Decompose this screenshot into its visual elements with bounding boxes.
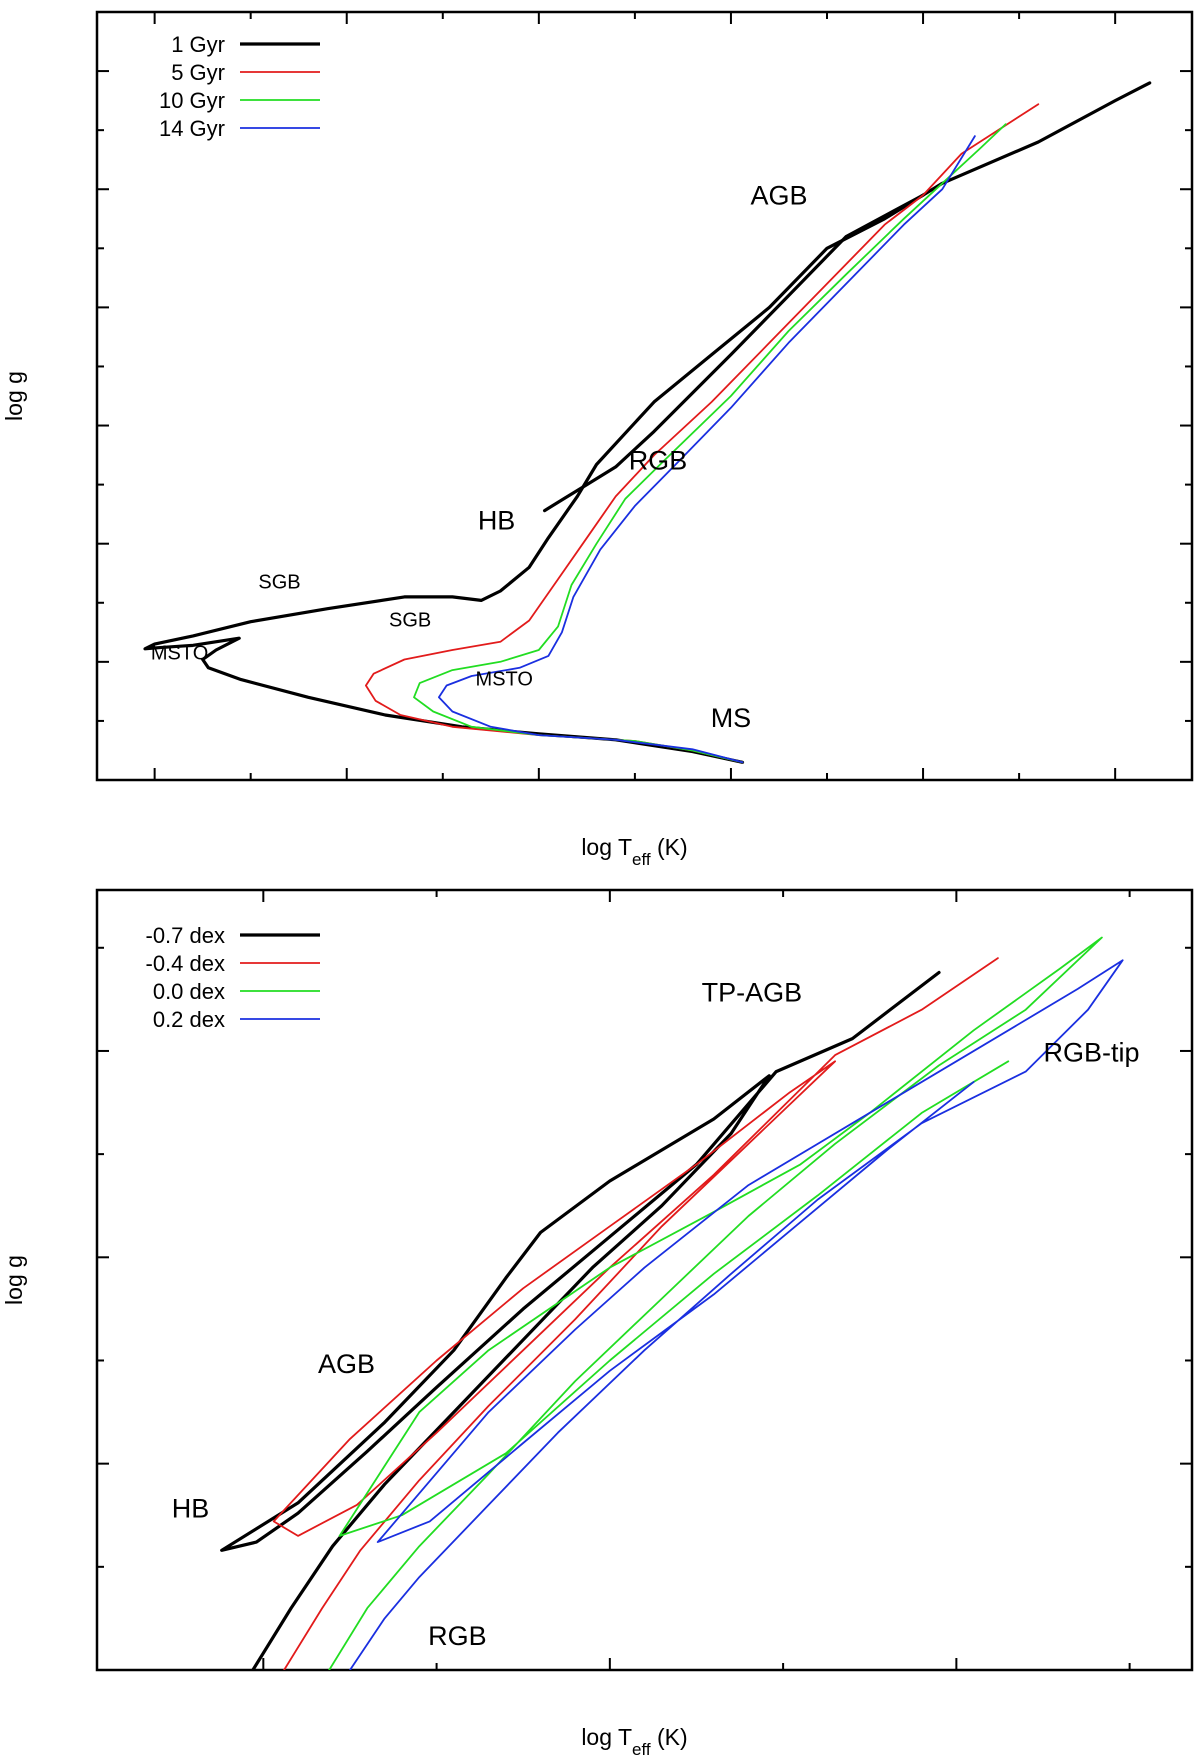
legend-label: 5 Gyr [171, 60, 225, 85]
legend-label: 1 Gyr [171, 32, 225, 57]
chart-top-isochrones: log Teff (K) log g 1 Gyr 5 Gyr 10 Gyr 14 Gyr A… [1, 10, 1194, 869]
legend-label: 0.0 dex [153, 979, 225, 1004]
annotation-label: SGB [389, 609, 431, 631]
annotation-label: HB [172, 1493, 210, 1523]
annotation-label: HB [478, 506, 516, 536]
series-line-1 [272, 957, 999, 1670]
series-line-1 [543, 193, 925, 513]
x-axis-label-unit: (K) [651, 834, 688, 860]
x-axis-label-unit: (K) [651, 1724, 688, 1750]
annotation-label: AGB [750, 181, 807, 211]
annotation-label: RGB [629, 445, 688, 475]
y-axis-label: log g [1, 371, 27, 421]
x-axis-label-main: log T [581, 834, 632, 860]
series-line-0 [143, 81, 1152, 764]
legend-label: -0.4 dex [146, 951, 226, 976]
legend-label: 10 Gyr [159, 88, 225, 113]
legend-label: -0.7 dex [146, 923, 226, 948]
legend-label: 14 Gyr [159, 116, 225, 141]
legend-label: 0.2 dex [153, 1007, 225, 1032]
annotation-label: MSTO [151, 642, 208, 664]
y-axis-label: log g [1, 1255, 27, 1305]
annotation-label: TP-AGB [702, 977, 803, 1007]
annotation-label: MS [711, 703, 752, 733]
series-line-3 [349, 959, 1124, 1670]
series-line-2 [328, 936, 1103, 1670]
plot-frame [95, 10, 1194, 782]
x-axis-label-sub: eff [632, 1740, 651, 1758]
x-axis-label: log Teff (K) [581, 834, 687, 869]
series-line-3 [413, 123, 1007, 764]
annotation-label: RGB [428, 1621, 487, 1651]
series-line-4 [438, 135, 976, 764]
plot-frame [95, 888, 1194, 1672]
x-axis-label-sub: eff [632, 850, 651, 869]
series-line-0 [220, 970, 941, 1670]
chart-bottom-metallicity: log Teff (K) log g -0.7 dex -0.4 dex 0.0 dex… [1, 888, 1194, 1758]
series-line-2 [365, 103, 1040, 764]
annotation-label: SGB [258, 572, 300, 594]
series-group [143, 81, 1152, 764]
series-group [220, 936, 1124, 1670]
annotation-label: AGB [318, 1349, 375, 1379]
annotation-label: MSTO [476, 668, 533, 690]
x-axis-label: log Teff (K) [581, 1724, 687, 1758]
x-axis-label-main: log T [581, 1724, 632, 1750]
annotation-label: RGB-tip [1043, 1037, 1139, 1067]
